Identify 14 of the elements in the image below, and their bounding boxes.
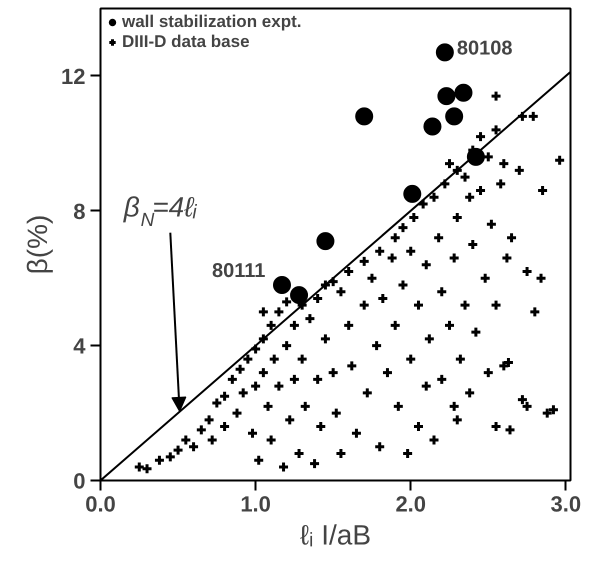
x-tick-label: 0.0	[85, 492, 116, 516]
x-tick-label: 3.0	[550, 492, 582, 516]
legend-label: wall stabilization expt.	[122, 12, 302, 32]
x-tick-label: 1.0	[240, 492, 271, 516]
y-tick-label: 8	[73, 198, 86, 224]
x-tick-label: 2.0	[395, 492, 426, 516]
legend-label: DIII-D data base	[122, 32, 250, 52]
annotation: 80111	[212, 260, 266, 282]
y-tick-label: 4	[73, 334, 86, 359]
y-tick-label: 12	[61, 64, 86, 89]
annotation: 80108	[456, 37, 512, 60]
y-tick-label: 0	[73, 468, 86, 494]
y-axis-title: β(%)	[22, 214, 54, 274]
x-axis-title: ℓᵢ I/aB	[300, 520, 372, 550]
